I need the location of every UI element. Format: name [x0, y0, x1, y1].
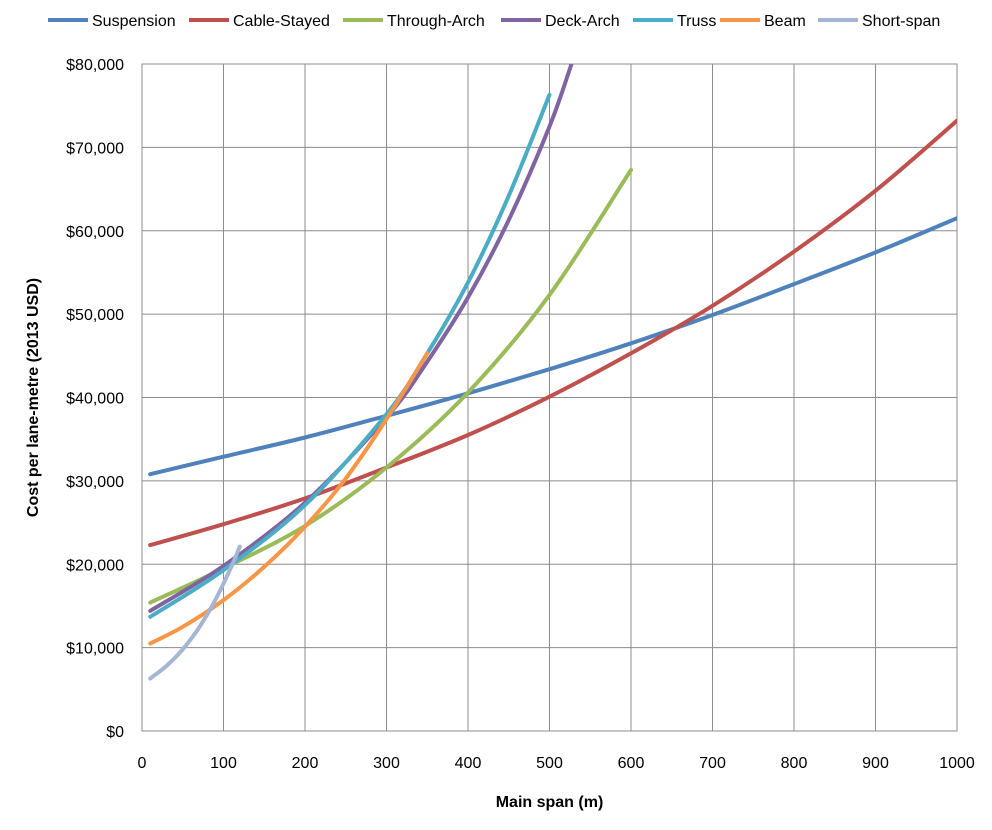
series-line-truss	[148, 92, 552, 619]
y-axis-title: Cost per lane-metre (2013 USD)	[25, 278, 42, 517]
plot-frame	[141, 63, 958, 732]
x-tick-label: 900	[862, 755, 889, 772]
legend-label-through-arch: Through-Arch	[387, 13, 485, 30]
x-tick-label: 0	[138, 755, 147, 772]
x-tick-label: 200	[292, 755, 319, 772]
series-line-through-arch	[148, 167, 633, 605]
series-layer	[148, 64, 957, 681]
y-tick-label: $30,000	[66, 474, 124, 491]
legend-label-beam: Beam	[764, 13, 806, 30]
x-axis-title: Main span (m)	[496, 794, 604, 811]
x-tick-label: 100	[210, 755, 237, 772]
x-tick-label: 500	[536, 755, 563, 772]
y-tick-label: $70,000	[66, 140, 124, 157]
y-tick-label: $40,000	[66, 391, 124, 408]
x-tick-label: 800	[781, 755, 808, 772]
legend-label-truss: Truss	[677, 13, 716, 30]
x-tick-label: 400	[455, 755, 482, 772]
legend-label-cable-stayed: Cable-Stayed	[233, 13, 330, 30]
x-tick-label: 600	[618, 755, 645, 772]
series-line-cable-stayed	[148, 118, 957, 548]
y-tick-label: $20,000	[66, 557, 124, 574]
series-line-short-span	[148, 544, 242, 681]
x-tick-label: 300	[373, 755, 400, 772]
legend-label-short-span: Short-span	[862, 13, 940, 30]
y-tick-label: $0	[106, 724, 124, 741]
x-tick-label: 1000	[939, 755, 975, 772]
legend: Suspension Cable-Stayed Through-Arch Deck-A…	[48, 13, 940, 30]
legend-label-suspension: Suspension	[92, 13, 176, 30]
series-line-deck-arch	[148, 64, 574, 613]
y-tick-label: $10,000	[66, 641, 124, 658]
y-tick-label: $60,000	[66, 224, 124, 241]
y-tick-label: $80,000	[66, 57, 124, 74]
y-tick-labels: $0 $10,000 $20,000 $30,000 $40,000 $50,000 $60…	[66, 57, 124, 741]
series-line-beam	[148, 351, 430, 646]
x-tick-labels: 0 100 200 300 400 500 600 700 800 900 1000	[138, 755, 975, 772]
series-line-suspension	[148, 216, 957, 477]
legend-label-deck-arch: Deck-Arch	[545, 13, 620, 30]
x-tick-label: 700	[699, 755, 726, 772]
y-tick-label: $50,000	[66, 307, 124, 324]
